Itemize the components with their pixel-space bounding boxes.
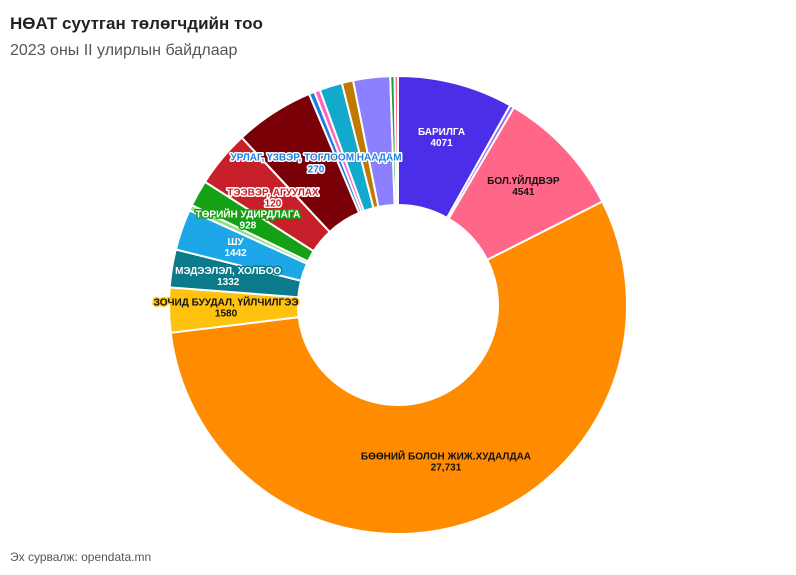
annotation-value: 270 [308, 165, 325, 176]
slice-label: БАРИЛГА [418, 127, 465, 138]
slice-label: БӨӨНИЙ БОЛОН ЖИЖ.ХУДАЛДАА [361, 450, 531, 463]
value-label: 928 [240, 221, 257, 232]
slice-label: ТӨРИЙН УДИРДЛАГА [196, 208, 301, 221]
donut-slice [393, 74, 399, 207]
chart-title: НӨАТ суутган төлөгчдийн тоо [10, 14, 263, 33]
value-label: 4071 [430, 138, 453, 149]
value-label: 27,731 [431, 463, 462, 474]
value-label: 1442 [224, 248, 247, 259]
value-label: 1580 [215, 308, 238, 319]
slice-label: БОЛ.ҮЙЛДВЭР [487, 174, 560, 187]
annotation-text: УРЛАГ, ҮЗВЭР, ТОГЛООМ НААДАМ [230, 153, 401, 164]
value-label: 4541 [512, 187, 535, 198]
annotation-value: 120 [265, 199, 282, 210]
source-note: Эх сурвалж: opendata.mn [10, 550, 151, 564]
donut-slice [169, 200, 628, 535]
slice-label: МЭДЭЭЛЭЛ, ХОЛБОО [175, 266, 281, 277]
slices [168, 74, 628, 535]
chart-subtitle: 2023 оны II улирлын байдлаар [10, 42, 238, 59]
slice-label: ЗОЧИД БУУДАЛ, ҮЙЛЧИЛГЭЭ [154, 295, 299, 308]
value-label: 1332 [217, 277, 240, 288]
annotation-text: ТЭЭВЭР, АГУУЛАХ [227, 188, 319, 199]
slice-label: ШУ [227, 237, 244, 248]
